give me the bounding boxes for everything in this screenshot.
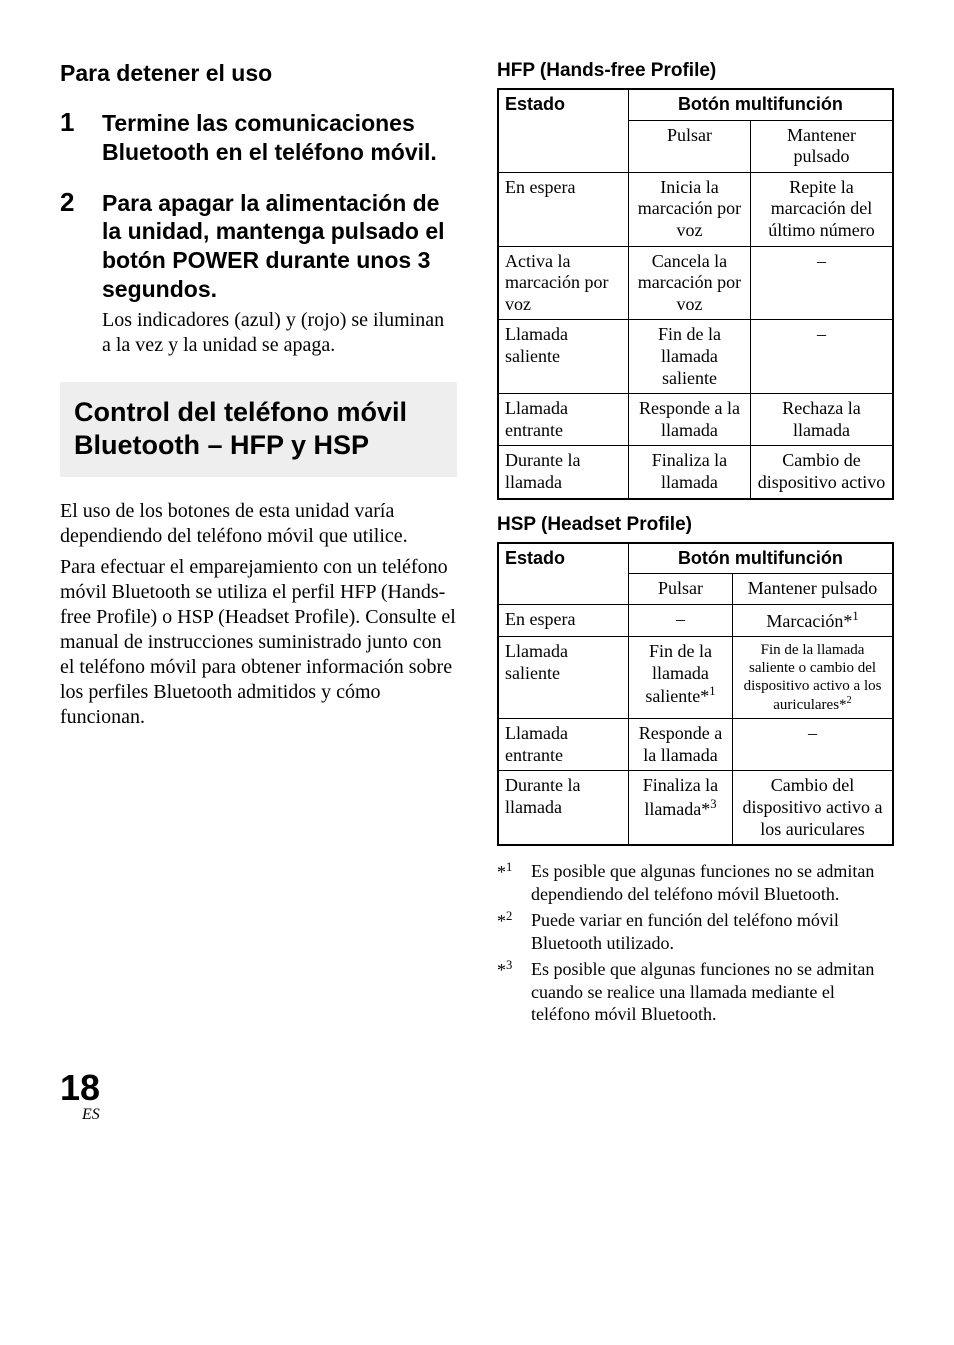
step-body: Termine las comunicaciones Bluetooth en … [102, 109, 457, 171]
table-row: Llamada salienteFin de la llamada salien… [498, 320, 893, 394]
step-2: 2 Para apagar la alimentación de la unid… [60, 189, 457, 358]
page-number: 18 [60, 1067, 100, 1108]
cell-hold: Fin de la llamada saliente o cambio del … [733, 637, 893, 719]
cell-press: Fin de la llamada saliente [628, 320, 750, 394]
table-header-row: Estado Botón multifunción [498, 89, 893, 120]
cell-press: Responde a la llamada [628, 394, 750, 446]
cell-state: En espera [498, 172, 628, 246]
cell-press: Finaliza la llamada*3 [628, 771, 732, 845]
hfp-heading: HFP (Hands-free Profile) [497, 60, 894, 82]
step-number: 1 [60, 109, 86, 171]
cell-state: Activa la marcación por voz [498, 246, 628, 320]
step-number: 2 [60, 189, 86, 358]
th-state: Estado [498, 89, 628, 172]
footnotes: **11 Es posible que algunas funciones no… [497, 860, 894, 1026]
table-header-row: Estado Botón multifunción [498, 543, 893, 574]
footnote-text: Puede variar en función del teléfono móv… [531, 909, 894, 954]
footnote-2: *2 Puede variar en función del teléfono … [497, 909, 894, 954]
footnote-3: *3 Es posible que algunas funciones no s… [497, 958, 894, 1026]
cell-hold: Cambio de dispositivo activo [751, 446, 893, 499]
cell-press: Finaliza la llamada [628, 446, 750, 499]
th-hold: Mantener pulsado [751, 120, 893, 172]
cell-hold: – [733, 719, 893, 771]
cell-press: Responde a la llamada [628, 719, 732, 771]
cell-hold: – [751, 320, 893, 394]
footnote-marker: *3 [497, 958, 521, 1026]
footnote-marker: **11 [497, 860, 521, 905]
hsp-heading: HSP (Headset Profile) [497, 514, 894, 536]
cell-hold: Cambio del dispositivo activo a los auri… [733, 771, 893, 845]
cell-state: Durante la llamada [498, 446, 628, 499]
table-row: Activa la marcación por vozCancela la ma… [498, 246, 893, 320]
th-press: Pulsar [628, 120, 750, 172]
right-column: HFP (Hands-free Profile) Estado Botón mu… [497, 60, 894, 1030]
cell-state: En espera [498, 604, 628, 637]
cell-press: Cancela la marcación por voz [628, 246, 750, 320]
page-footer: 18 ES [0, 1070, 954, 1154]
left-column: Para detener el uso 1 Termine las comuni… [60, 60, 457, 1030]
cell-state: Llamada entrante [498, 394, 628, 446]
footnote-text: Es posible que algunas funciones no se a… [531, 860, 894, 905]
cell-hold: Rechaza la llamada [751, 394, 893, 446]
cell-state: Llamada saliente [498, 637, 628, 719]
intro-para-2: Para efectuar el emparejamiento con un t… [60, 555, 457, 730]
section-heading-stop-use: Para detener el uso [60, 60, 457, 87]
page-content: Para detener el uso 1 Termine las comuni… [0, 0, 954, 1070]
cell-state: Llamada entrante [498, 719, 628, 771]
hsp-table: Estado Botón multifunción Pulsar Mantene… [497, 542, 894, 847]
cell-press: Inicia la marcación por voz [628, 172, 750, 246]
cell-hold: Repite la marcación del último número [751, 172, 893, 246]
step-bold-text: Para apagar la alimentación de la unidad… [102, 189, 457, 304]
cell-state: Durante la llamada [498, 771, 628, 845]
table-row: En espera–Marcación*1 [498, 604, 893, 637]
boxed-heading-control: Control del teléfono móvil Bluetooth – H… [60, 382, 457, 478]
cell-press: – [628, 604, 732, 637]
step-1: 1 Termine las comunicaciones Bluetooth e… [60, 109, 457, 171]
footnote-1: **11 Es posible que algunas funciones no… [497, 860, 894, 905]
cell-press: Fin de la llamada saliente*1 [628, 637, 732, 719]
table-row: Durante la llamadaFinaliza la llamadaCam… [498, 446, 893, 499]
th-button: Botón multifunción [628, 543, 893, 574]
footnote-marker: *2 [497, 909, 521, 954]
footnote-text: Es posible que algunas funciones no se a… [531, 958, 894, 1026]
intro-para-1: El uso de los botones de esta unidad var… [60, 499, 457, 549]
step-plain-text: Los indicadores (azul) y (rojo) se ilumi… [102, 308, 457, 358]
th-press: Pulsar [628, 574, 732, 605]
cell-hold: Marcación*1 [733, 604, 893, 637]
table-row: Llamada entranteResponde a la llamadaRec… [498, 394, 893, 446]
table-row: Llamada salienteFin de la llamada salien… [498, 637, 893, 719]
th-hold: Mantener pulsado [733, 574, 893, 605]
cell-state: Llamada saliente [498, 320, 628, 394]
step-body: Para apagar la alimentación de la unidad… [102, 189, 457, 358]
steps-list: 1 Termine las comunicaciones Bluetooth e… [60, 109, 457, 358]
th-state: Estado [498, 543, 628, 605]
hfp-table: Estado Botón multifunción Pulsar Mantene… [497, 88, 894, 500]
th-button: Botón multifunción [628, 89, 893, 120]
table-row: Llamada entranteResponde a la llamada– [498, 719, 893, 771]
table-row: Durante la llamadaFinaliza la llamada*3C… [498, 771, 893, 845]
page-language: ES [82, 1106, 100, 1123]
table-row: En esperaInicia la marcación por vozRepi… [498, 172, 893, 246]
cell-hold: – [751, 246, 893, 320]
step-bold-text: Termine las comunicaciones Bluetooth en … [102, 109, 457, 167]
